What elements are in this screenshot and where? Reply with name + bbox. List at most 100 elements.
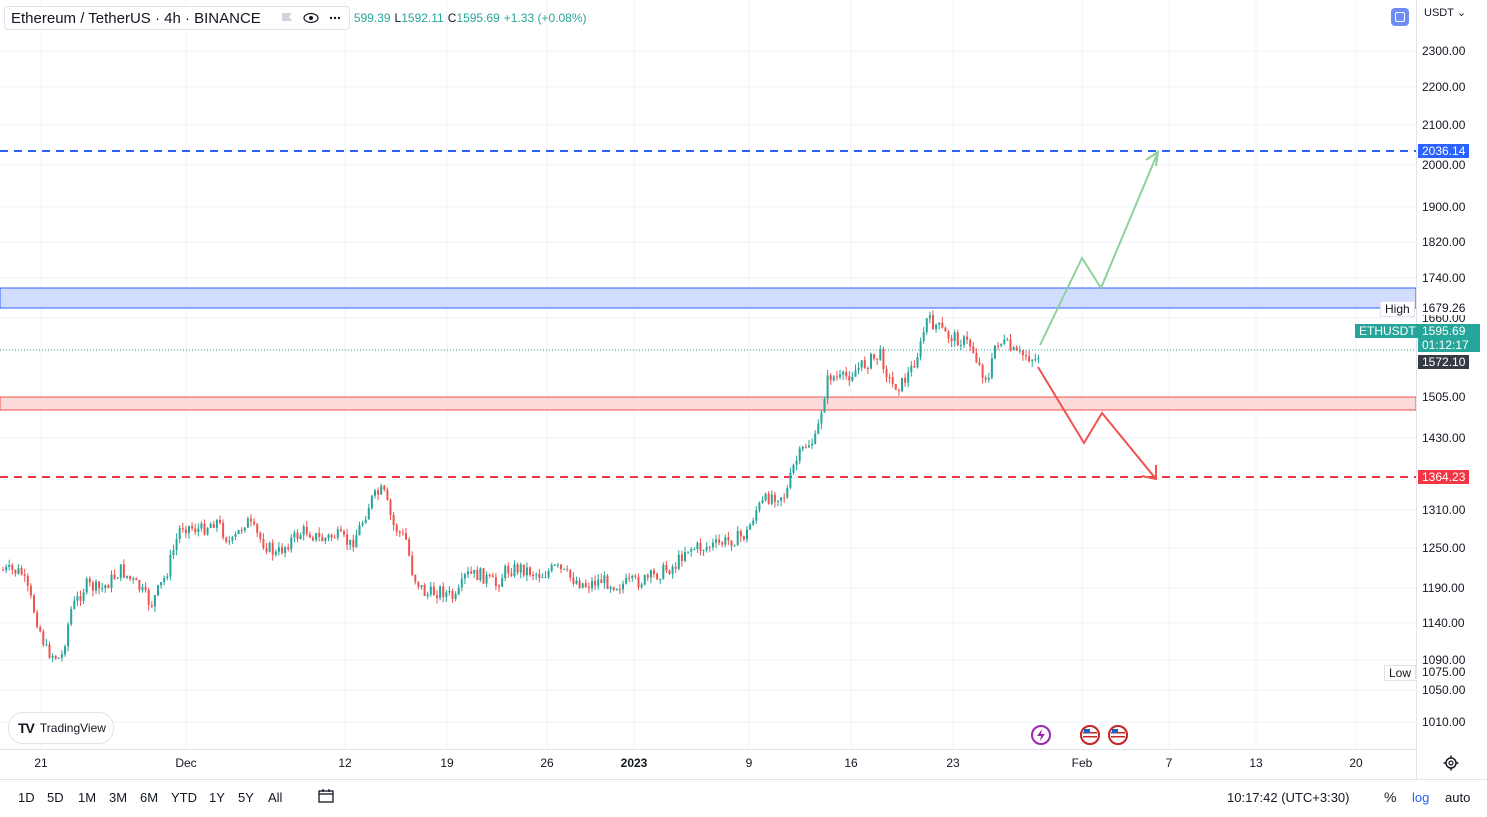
- symbol-legend-box[interactable]: Ethereum / TetherUS · 4h · BINANCE: [4, 6, 350, 30]
- candle-body: [556, 564, 559, 566]
- candle-body: [113, 574, 116, 579]
- candle-body: [501, 578, 504, 587]
- settings-gear-icon[interactable]: [1443, 755, 1459, 771]
- candle-body: [848, 376, 851, 381]
- candle-body: [798, 448, 801, 461]
- candle-body: [894, 383, 897, 390]
- candle-body: [786, 488, 789, 498]
- candle-body: [104, 585, 107, 589]
- bearish-scenario-arrow[interactable]: [1037, 366, 1157, 480]
- price-axis-label: 1430.00: [1422, 431, 1466, 445]
- range-button-ytd[interactable]: YTD: [171, 790, 197, 805]
- candle-body: [901, 377, 903, 392]
- more-options-icon[interactable]: [327, 10, 343, 26]
- candle-body: [308, 534, 311, 538]
- candle-body: [987, 377, 990, 380]
- candle-body: [811, 443, 814, 446]
- candle-body: [116, 577, 119, 579]
- candle-body: [2, 570, 4, 571]
- resistance-zone[interactable]: [0, 287, 1417, 309]
- time-axis-label: 12: [338, 756, 352, 770]
- candle-body: [702, 550, 705, 552]
- tradingview-logo[interactable]: TV TradingView: [8, 712, 114, 744]
- high-label: High: [1380, 301, 1415, 317]
- range-button-5y[interactable]: 5Y: [238, 790, 254, 805]
- currency-select[interactable]: USDT ⌄: [1424, 6, 1466, 19]
- candle-body: [553, 564, 556, 566]
- candlestick-series[interactable]: [2, 310, 1040, 663]
- candle-body: [764, 493, 767, 501]
- candle-body: [485, 574, 488, 584]
- candle-body: [401, 532, 404, 534]
- candle-body: [45, 644, 48, 646]
- candle-body: [265, 547, 268, 552]
- time-axis-label: 9: [745, 756, 753, 770]
- eye-icon[interactable]: [303, 10, 319, 26]
- symbol-title[interactable]: Ethereum / TetherUS · 4h · BINANCE: [11, 9, 261, 27]
- percent-scale-toggle[interactable]: %: [1384, 789, 1397, 805]
- candle-body: [575, 580, 578, 584]
- currency-label: USDT: [1424, 7, 1454, 19]
- candle-body: [953, 332, 956, 342]
- support-zone[interactable]: [0, 396, 1417, 411]
- candle-body: [879, 349, 882, 360]
- candle-body: [20, 568, 23, 575]
- candle-body: [110, 574, 113, 589]
- candle-body: [451, 590, 454, 599]
- candle-body: [662, 564, 665, 580]
- candle-body: [281, 547, 283, 554]
- candle-body: [284, 547, 287, 554]
- candle-body: [26, 576, 29, 586]
- range-button-1d[interactable]: 1D: [18, 790, 35, 805]
- range-button-5d[interactable]: 5D: [47, 790, 64, 805]
- candle-body: [910, 365, 913, 373]
- candle-body: [956, 332, 959, 346]
- candle-body: [442, 586, 445, 598]
- us-flag-event-icon[interactable]: [1080, 725, 1100, 745]
- candle-body: [197, 528, 200, 533]
- range-button-1y[interactable]: 1Y: [209, 790, 225, 805]
- price-axis-label: 1190.00: [1422, 581, 1465, 595]
- range-button-3m[interactable]: 3M: [109, 790, 128, 805]
- candle-body: [135, 578, 138, 581]
- candle-body: [98, 581, 101, 589]
- candle-body: [414, 574, 417, 582]
- candle-body: [829, 375, 832, 381]
- lightning-event-icon[interactable]: [1031, 725, 1051, 745]
- candle-body: [367, 508, 370, 520]
- auto-scale-button[interactable]: [1391, 8, 1409, 26]
- candle-body: [101, 588, 104, 590]
- range-button-all[interactable]: All: [268, 790, 283, 805]
- price-axis-label: 2200.00: [1422, 80, 1466, 94]
- candle-body: [857, 367, 860, 371]
- auto-scale-toggle[interactable]: auto: [1445, 790, 1471, 805]
- clock-timezone[interactable]: 10:17:42 (UTC+3:30): [1227, 790, 1350, 805]
- candle-body: [742, 536, 745, 540]
- candle-body: [467, 571, 469, 575]
- candle-body: [752, 520, 755, 525]
- candle-body: [891, 377, 894, 384]
- flag-icon[interactable]: [279, 10, 295, 26]
- candle-body: [23, 574, 26, 577]
- candle-body: [885, 368, 888, 378]
- log-scale-toggle[interactable]: log: [1412, 790, 1430, 805]
- low-value: 1592.11: [401, 11, 444, 25]
- candle-body: [253, 521, 256, 525]
- us-flag-event-icon[interactable]: [1108, 725, 1128, 745]
- candle-body: [882, 349, 885, 369]
- bullish-scenario-arrow[interactable]: [1039, 151, 1159, 346]
- range-button-1m[interactable]: 1M: [78, 790, 97, 805]
- candle-body: [594, 580, 597, 586]
- calendar-goto-icon[interactable]: [317, 788, 335, 804]
- candle-body: [383, 485, 386, 490]
- candle-body: [817, 423, 820, 434]
- candle-body: [172, 549, 175, 556]
- candle-body: [212, 523, 215, 528]
- candle-body: [1037, 358, 1040, 360]
- range-button-6m[interactable]: 6M: [140, 790, 159, 805]
- candle-body: [897, 389, 900, 392]
- candle-body: [792, 464, 795, 473]
- candle-body: [169, 555, 172, 577]
- candle-body: [57, 657, 60, 659]
